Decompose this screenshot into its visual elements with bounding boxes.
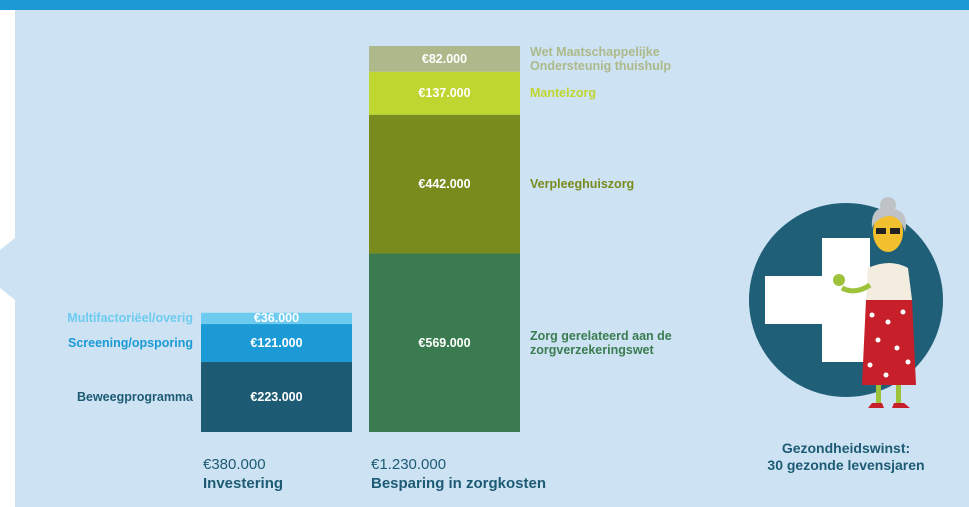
total-label: €380.000	[203, 456, 266, 473]
annotation: 30 gezonde levensjaren	[767, 457, 925, 473]
legend-label: Mantelzorg	[530, 86, 596, 101]
vest	[866, 263, 912, 300]
value-label: €137.000	[418, 86, 471, 101]
bar-segment	[369, 114, 520, 254]
leg	[896, 385, 901, 405]
face	[873, 212, 903, 252]
illustration	[749, 197, 943, 408]
value-label: €82.000	[421, 51, 468, 66]
total-label: €1.230.000	[371, 456, 447, 473]
value-label: €442.000	[418, 177, 471, 192]
bar-segment	[369, 71, 520, 115]
arm	[840, 282, 872, 294]
glasses	[890, 228, 900, 234]
bun	[880, 197, 896, 213]
bar-segment	[201, 324, 352, 363]
bar-segment	[369, 46, 520, 72]
panel-notch	[0, 238, 15, 300]
value-label: €569.000	[418, 335, 471, 350]
legend-label: Wet Maatschappelijke Ondersteunig thuish…	[530, 44, 671, 73]
leg	[876, 385, 881, 405]
value-label: €36.000	[253, 311, 300, 326]
value-label: €121.000	[250, 336, 303, 351]
annotation: Gezondheidswinst:	[781, 440, 911, 456]
legend-label: Multifactoriëel/overig	[67, 311, 193, 326]
top-stripe	[0, 0, 969, 10]
legend-label: Beweegprogramma	[76, 390, 193, 404]
bar-segment	[201, 312, 352, 325]
value-label: €223.000	[250, 390, 303, 404]
legend-label: Zorg gerelateerd aan de zorgverzekerings…	[530, 328, 672, 357]
dress	[862, 300, 916, 385]
category-label: Besparing in zorgkosten	[371, 475, 547, 492]
bar-segment	[201, 362, 352, 432]
hand	[833, 274, 845, 286]
shoes	[868, 403, 910, 408]
category-label: Investering	[203, 475, 284, 492]
legend-label: Verpleeghuiszorg	[530, 177, 635, 192]
dots	[867, 309, 911, 378]
glasses	[876, 228, 886, 234]
hair	[871, 207, 906, 232]
legend-label: Screening/opsporing	[67, 336, 193, 351]
bar-segment	[369, 253, 520, 432]
